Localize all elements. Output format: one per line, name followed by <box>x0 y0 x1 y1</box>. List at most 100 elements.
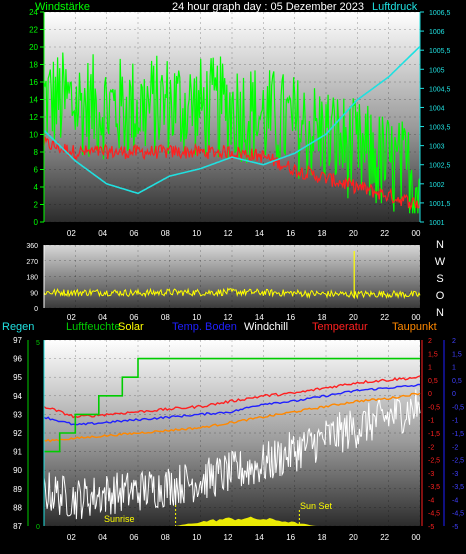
bottom-left-tick: 88 <box>13 503 22 512</box>
top-left-tick: 4 <box>34 183 39 192</box>
bottom-x-tick: 00 <box>412 533 421 542</box>
bottom-right-tick-red: 0,5 <box>428 378 438 385</box>
bottom-right-tick-blue: -0,5 <box>452 404 464 411</box>
bottom-right-tick-red: -4,5 <box>428 511 440 518</box>
bottom-grid <box>44 339 421 527</box>
bottom-left-tick: 89 <box>13 485 22 494</box>
legend-item: Temperatur <box>312 321 368 333</box>
top-right-tick: 1002,5 <box>429 163 451 170</box>
mid-left-tick: 360 <box>26 243 38 250</box>
top-right-tick: 1006,5 <box>429 10 451 17</box>
bottom-plot-area <box>44 340 420 526</box>
bottom-right-tick-red: -3 <box>428 471 434 478</box>
top-right-tick: 1005 <box>429 67 445 74</box>
wind-direction-line <box>43 287 421 300</box>
top-left-tick: 0 <box>34 218 39 227</box>
sun-annotations: Sunrise Sun Set <box>104 501 333 526</box>
bottom-x-tick: 16 <box>286 533 295 542</box>
bottom-x-tick: 08 <box>161 533 170 542</box>
bottom-right-tick-blue: -3 <box>452 471 458 478</box>
bottom-x-tick: 20 <box>349 533 358 542</box>
mid-x-tick: 20 <box>349 313 358 322</box>
bottom-right-tick-blue: -4,5 <box>452 511 464 518</box>
top-right-tick: 1002 <box>429 182 445 189</box>
top-right-label: Luftdruck <box>372 1 418 13</box>
top-left-tick: 22 <box>29 26 38 35</box>
mid-x-tick: 12 <box>224 313 233 322</box>
windchill-line <box>43 389 421 520</box>
top-title: 24 hour graph day : 05 Dezember 2023 <box>172 1 364 13</box>
compass-label: N <box>436 307 444 319</box>
top-left-label: Windstärke <box>35 1 90 13</box>
top-left-tick: 12 <box>29 113 38 122</box>
top-left-tick: 20 <box>29 43 38 52</box>
bottom-right-tick-red: 1,5 <box>428 351 438 358</box>
bottom-series <box>43 357 421 526</box>
compass-label: O <box>436 290 445 302</box>
top-left-tick: 24 <box>29 8 38 17</box>
top-x-tick: 00 <box>412 229 421 238</box>
mid-x-tick: 04 <box>98 313 107 322</box>
bottom-left-ticks: 87 88 89 90 91 92 93 94 95 96 97 <box>13 336 22 531</box>
bottom-right-tick-red: -0,5 <box>428 404 440 411</box>
top-series <box>43 45 421 214</box>
top-right-tick: 1003,5 <box>429 125 451 132</box>
bottom-left-tick: 90 <box>13 466 22 475</box>
top-left-tick: 6 <box>34 166 39 175</box>
mid-x-tick: 06 <box>130 313 139 322</box>
bottom-right-tick-blue: -3,5 <box>452 484 464 491</box>
top-left-tick: 18 <box>29 61 38 70</box>
top-right-tick: 1001 <box>429 220 445 227</box>
mid-left-tick: 180 <box>26 275 38 282</box>
bottom-x-tick: 02 <box>67 533 76 542</box>
top-x-tick: 04 <box>98 229 107 238</box>
bottom-right-tick-red: -3,5 <box>428 484 440 491</box>
bottom-right-ticks-blue: 2 1,5 1 0,5 0 -0,5 -1 -1,5 -2 -2,5 -3 -3,5 -4 -4,5 -5 <box>443 338 464 531</box>
bottom-right-tick-red: -5 <box>428 524 434 531</box>
mid-x-ticks: 02 04 06 08 10 12 14 16 18 20 22 00 <box>67 313 421 322</box>
bottom-right-tick-blue: -5 <box>452 524 458 531</box>
bottom-x-tick: 06 <box>130 533 139 542</box>
legend-item: Taupunkt <box>392 321 437 333</box>
bottom-x-tick: 14 <box>255 533 264 542</box>
bottom-left-tick: 94 <box>13 392 22 401</box>
legend-item: Temp. Boden <box>172 321 237 333</box>
top-x-tick: 06 <box>130 229 139 238</box>
bottom-right-tick-red: -1,5 <box>428 431 440 438</box>
top-x-tick: 10 <box>192 229 201 238</box>
bottom-left-tick: 91 <box>13 448 22 457</box>
compass-label: W <box>435 256 446 268</box>
top-left-tick: 8 <box>34 148 39 157</box>
mid-left-ticks: 0 90 180 270 360 <box>26 243 45 313</box>
bottom-green-tick: 5 <box>36 340 40 347</box>
temp-boden-line <box>43 383 420 426</box>
legend-item: Solar <box>118 321 144 333</box>
bottom-right-tick-blue: -4 <box>452 497 458 504</box>
top-x-tick: 18 <box>318 229 327 238</box>
bottom-left-tick: 96 <box>13 355 22 364</box>
bottom-right-tick-red: -2 <box>428 444 434 451</box>
bottom-right-tick-red: -2,5 <box>428 458 440 465</box>
bottom-right-tick-blue: -2 <box>452 444 458 451</box>
mid-x-tick: 08 <box>161 313 170 322</box>
top-x-tick: 22 <box>380 229 389 238</box>
bottom-right-tick-blue: -1,5 <box>452 431 464 438</box>
bottom-right-ticks-red: 2 1,5 1 0,5 0 -0,5 -1 -1,5 -2 -2,5 -3 -3,5 -4 -4,5 -5 <box>421 338 440 531</box>
top-left-tick: 16 <box>29 78 38 87</box>
bottom-x-tick: 22 <box>380 533 389 542</box>
bottom-x-ticks: 02 04 06 08 10 12 14 16 18 20 22 00 <box>67 533 421 542</box>
top-x-tick: 12 <box>224 229 233 238</box>
bottom-x-tick: 18 <box>318 533 327 542</box>
mid-x-tick: 22 <box>380 313 389 322</box>
bottom-right-tick-blue: -1 <box>452 418 458 425</box>
mid-series <box>43 251 421 300</box>
bottom-x-tick: 04 <box>98 533 107 542</box>
top-right-tick: 1006 <box>429 29 445 36</box>
bottom-left-tick: 92 <box>13 429 22 438</box>
bottom-right-tick-blue: -2,5 <box>452 458 464 465</box>
legend-item: Windchill <box>244 321 288 333</box>
top-left-tick: 14 <box>29 96 38 105</box>
bottom-right-tick-red: 0 <box>428 391 432 398</box>
